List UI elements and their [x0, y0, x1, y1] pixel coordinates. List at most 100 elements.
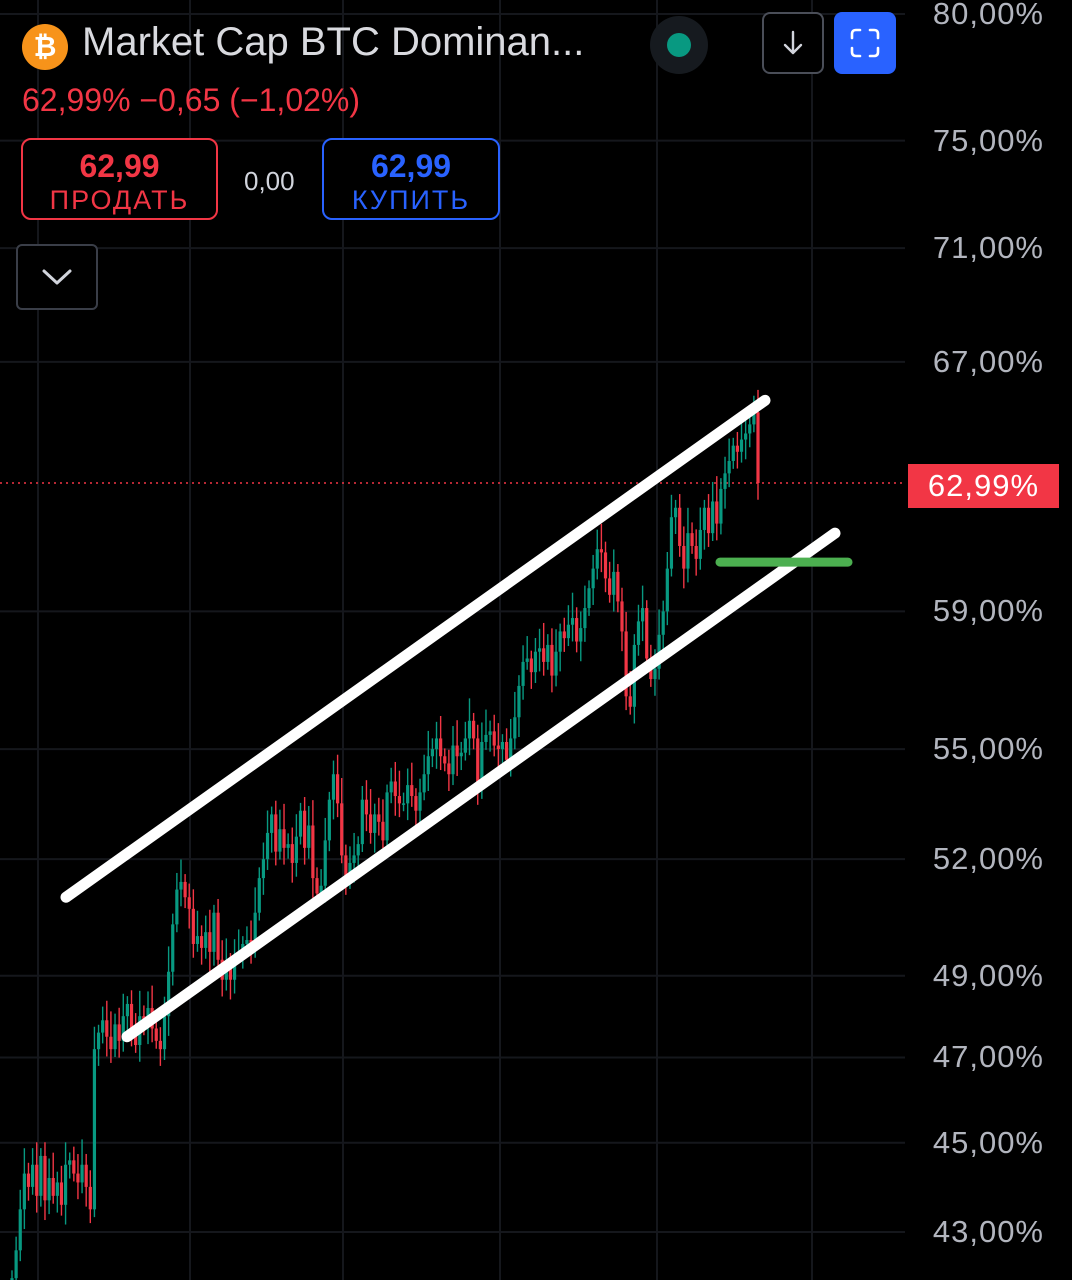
candle-body	[278, 829, 282, 852]
candle	[595, 529, 599, 580]
candle	[167, 946, 171, 1036]
candle	[381, 799, 385, 849]
candle	[80, 1139, 84, 1194]
candle-body	[171, 924, 175, 972]
candle-body	[645, 608, 649, 659]
candle	[587, 580, 591, 616]
candle	[748, 413, 752, 448]
candle-body	[636, 621, 641, 645]
candle-body	[686, 533, 690, 569]
candle-body	[125, 1003, 130, 1017]
candle	[51, 1152, 55, 1204]
candle	[364, 780, 369, 832]
candle-body	[480, 741, 484, 786]
candle	[715, 476, 719, 541]
candle	[558, 623, 562, 672]
candle-body	[22, 1173, 26, 1210]
candle-body	[694, 545, 698, 559]
candle	[199, 925, 204, 965]
candle	[711, 481, 715, 542]
candle-body	[14, 1250, 18, 1279]
buy-button[interactable]: 62,99 КУПИТЬ	[322, 138, 500, 220]
sell-button[interactable]: 62,99 ПРОДАТЬ	[21, 138, 218, 220]
download-button[interactable]	[762, 12, 824, 74]
candle	[286, 833, 290, 859]
candle-body	[348, 862, 352, 879]
candle	[183, 874, 187, 909]
candle	[723, 456, 727, 509]
symbol-title[interactable]: Market Cap BTC Dominan...	[82, 20, 585, 64]
candle	[669, 494, 674, 577]
candle-body	[336, 774, 340, 804]
candle	[195, 910, 200, 952]
candle	[360, 786, 364, 852]
candle	[640, 585, 645, 642]
buy-price: 62,99	[370, 148, 452, 184]
candle-body	[331, 774, 336, 800]
candle-body	[212, 912, 216, 952]
candle-body	[303, 810, 307, 848]
candle-body	[570, 618, 575, 625]
candle	[47, 1158, 51, 1215]
candle	[608, 561, 612, 603]
candle-body	[711, 501, 715, 534]
bitcoin-logo-icon: ₿	[22, 24, 68, 70]
candle-body	[294, 836, 298, 863]
candle	[298, 802, 303, 845]
candle	[39, 1148, 43, 1207]
candle-body	[488, 731, 492, 735]
candle-body	[191, 908, 195, 944]
candle	[84, 1153, 88, 1207]
candle	[88, 1170, 92, 1224]
candle	[158, 1027, 162, 1066]
candle	[274, 800, 278, 866]
candle-body	[51, 1177, 55, 1196]
candle-body	[661, 611, 665, 635]
candle-body	[608, 578, 612, 595]
candle-body	[307, 825, 311, 848]
candle-body	[529, 658, 533, 673]
chart-grid	[0, 0, 905, 1280]
candle-body	[546, 644, 550, 662]
candle	[22, 1148, 26, 1230]
candle	[533, 638, 538, 683]
candle	[154, 1020, 158, 1049]
candle	[599, 523, 603, 573]
y-tick-label: 67,00%	[932, 343, 1044, 379]
collapse-button[interactable]	[16, 244, 98, 310]
fullscreen-button[interactable]	[834, 12, 896, 74]
candle-body	[39, 1155, 43, 1196]
candle	[125, 996, 130, 1036]
candle	[682, 526, 686, 589]
candle-body	[43, 1155, 47, 1201]
candle	[430, 738, 434, 768]
candle-body	[410, 785, 414, 797]
y-tick-label: 71,00%	[932, 230, 1044, 266]
candle-body	[624, 631, 628, 697]
trendline-drawings[interactable]	[60, 394, 853, 1043]
candle	[686, 507, 690, 583]
candle	[525, 636, 529, 670]
spread-value: 0,00	[244, 166, 295, 196]
candle-body	[401, 803, 406, 805]
candle	[191, 889, 195, 958]
candle-body	[451, 745, 455, 775]
live-status-indicator[interactable]	[650, 16, 708, 74]
candle	[10, 1270, 14, 1280]
candle-body	[129, 1003, 134, 1033]
candle	[26, 1162, 31, 1201]
candle	[735, 431, 739, 469]
candle	[43, 1142, 47, 1221]
candle	[616, 564, 620, 613]
candle-body	[373, 814, 377, 833]
candle	[63, 1142, 68, 1225]
candle-body	[72, 1160, 76, 1174]
candle-body	[26, 1173, 31, 1187]
candle	[517, 675, 521, 737]
candle-body	[195, 936, 200, 944]
candle	[68, 1152, 72, 1179]
candle	[579, 611, 583, 662]
candle	[171, 913, 175, 986]
candle-body	[537, 648, 542, 652]
